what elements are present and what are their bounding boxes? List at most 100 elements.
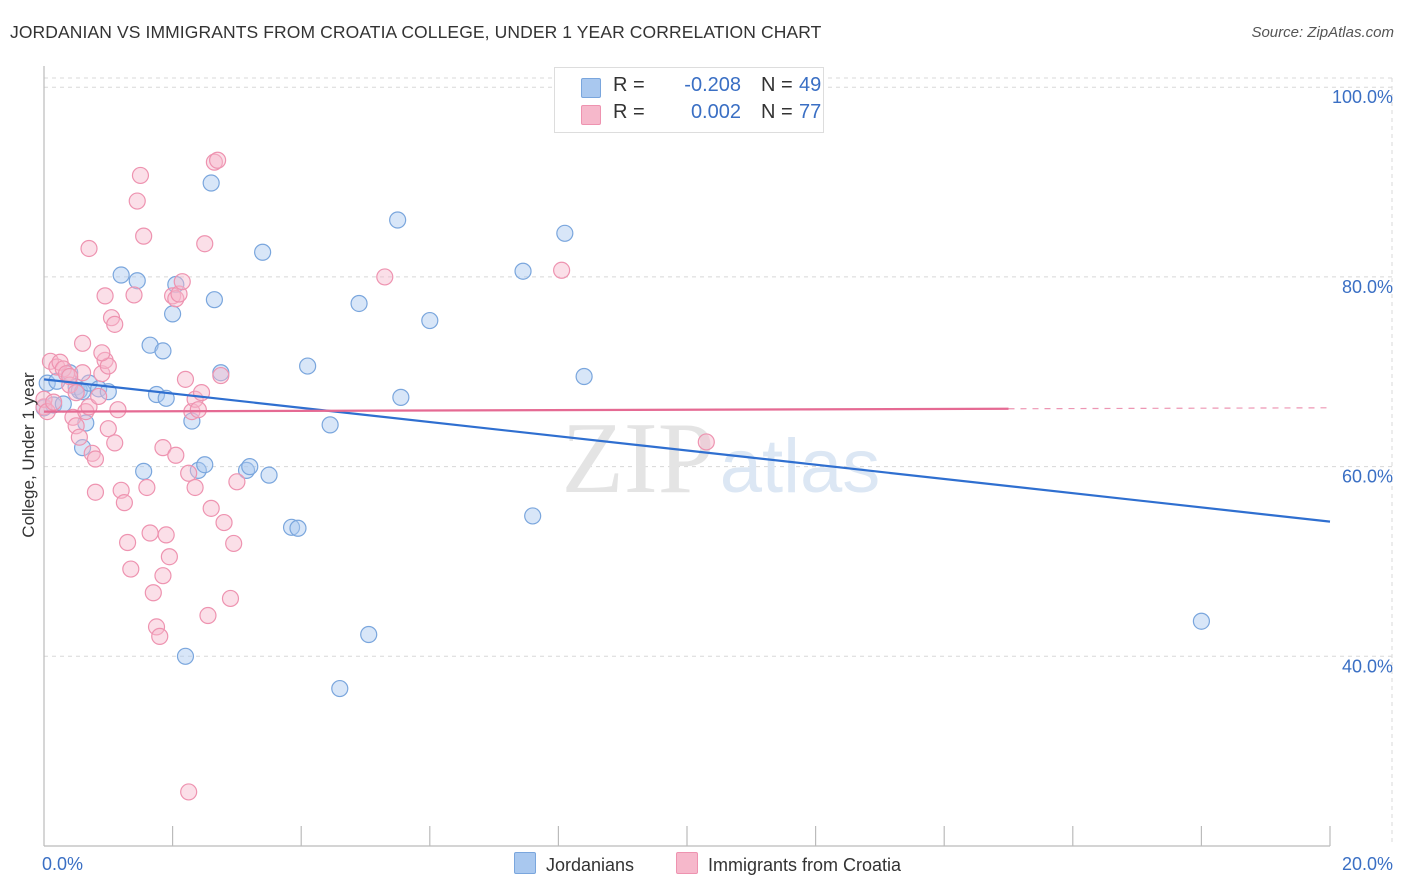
jordanian-point: [164, 305, 182, 323]
croatia-swatch: [581, 105, 601, 125]
y-tick-label: 100.0%: [1332, 87, 1393, 107]
croatia-point: [99, 420, 117, 438]
jordanian-point: [350, 294, 368, 313]
croatia-trend-line: [43, 407, 1009, 413]
croatia-point: [135, 227, 153, 245]
croatia-point: [173, 273, 191, 291]
tick-labels: 40.0% 60.0% 80.0% 100.0% 0.0% 20.0%: [42, 87, 1393, 874]
source-label: Source: ZipAtlas.com: [1251, 24, 1394, 41]
croatia-point: [212, 366, 230, 385]
croatia-point: [70, 428, 88, 446]
croatia-point: [106, 434, 124, 452]
legend-label: Immigrants from Croatia: [708, 855, 902, 875]
croatia-point: [96, 287, 114, 305]
jordanian-point: [260, 466, 278, 484]
croatia-point: [160, 548, 178, 566]
croatia-point: [109, 401, 127, 419]
croatia-point: [106, 315, 124, 333]
legend-label: Jordanians: [546, 855, 635, 875]
jordanian-point: [360, 625, 378, 644]
croatia-point: [180, 783, 198, 801]
croatia-point: [186, 478, 204, 497]
jordanian-point: [524, 507, 542, 525]
trend-lines: [43, 378, 1331, 523]
jordanian-point: [289, 519, 307, 537]
legend-swatch-blue: [514, 852, 536, 874]
jordanian-point: [556, 224, 574, 242]
croatia-point: [93, 344, 111, 362]
croatia-point: [189, 401, 207, 419]
jordanian-point: [205, 291, 223, 309]
jordanian-point: [112, 266, 130, 284]
croatia-point: [61, 367, 79, 386]
croatia-point: [86, 450, 105, 468]
jordanian-point: [321, 416, 339, 434]
croatia-point: [118, 533, 137, 552]
croatia-point: [180, 464, 198, 482]
jordanian-point: [421, 311, 439, 330]
jordanian-point: [176, 647, 195, 665]
croatia-point: [90, 387, 108, 406]
n-label: N =: [761, 74, 793, 96]
jordanian-point: [202, 174, 220, 192]
croatia-point: [128, 192, 146, 210]
axes: [43, 66, 1331, 847]
croatia-point: [157, 526, 175, 544]
croatia-point: [202, 499, 220, 517]
croatia-point: [167, 290, 185, 308]
croatia-point: [45, 393, 63, 411]
croatia-point: [154, 567, 172, 585]
watermark: ZIP atlas: [562, 402, 881, 515]
croatia-point: [141, 524, 159, 542]
chart-title: JORDANIAN VS IMMIGRANTS FROM CROATIA COL…: [10, 22, 822, 42]
croatia-point: [48, 358, 66, 376]
croatia-point: [199, 606, 217, 625]
croatia-point: [86, 483, 105, 501]
croatia-point: [196, 235, 214, 253]
croatia-point: [697, 433, 715, 451]
croatia-point: [225, 534, 243, 553]
croatia-trend-line-extension: [1008, 407, 1331, 410]
croatia-point: [122, 560, 140, 578]
jordanian-point: [196, 456, 214, 474]
jordanian-point: [128, 272, 146, 290]
croatia-point: [154, 439, 172, 457]
y-tick-label: 80.0%: [1342, 277, 1393, 297]
jordanian-point: [299, 357, 317, 375]
watermark-zip: ZIP: [562, 402, 715, 515]
legend-croatia[interactable]: Immigrants from Croatia: [676, 852, 901, 876]
jordanian-point: [73, 439, 92, 457]
r-label: R =: [613, 74, 645, 96]
croatia-point: [164, 287, 182, 305]
stats-box: R = -0.208 N = 49 R = 0.002 N = 77: [554, 67, 824, 133]
croatia-point: [176, 370, 195, 388]
y-tick-label: 60.0%: [1342, 467, 1393, 487]
jordanian-point: [154, 342, 172, 360]
legend-swatch-pink: [676, 852, 698, 874]
y-tick-label: 40.0%: [1342, 656, 1393, 676]
jordanian-point: [389, 211, 407, 229]
jordanian-trend-line: [43, 378, 1331, 523]
jordanian-point: [331, 679, 349, 698]
n-value: 77: [799, 101, 822, 123]
jordanian-point: [241, 458, 259, 476]
jordanian-point: [575, 367, 593, 386]
croatia-point: [553, 261, 571, 279]
jordanian-point: [514, 262, 532, 280]
n-label: N =: [761, 101, 793, 123]
croatia-point: [215, 513, 233, 532]
croatia-point: [131, 166, 150, 185]
n-value: 49: [799, 74, 822, 96]
croatia-point: [138, 478, 156, 497]
croatia-point: [221, 589, 240, 608]
croatia-point: [151, 627, 169, 645]
x-tick-label: 0.0%: [42, 854, 83, 874]
croatia-point: [67, 384, 85, 402]
croatia-point: [73, 334, 92, 352]
r-label: R =: [613, 101, 645, 123]
croatia-point: [73, 364, 92, 382]
croatia-point: [144, 584, 162, 602]
legend-jordanians[interactable]: Jordanians: [514, 852, 634, 876]
r-value: -0.208: [684, 74, 741, 96]
